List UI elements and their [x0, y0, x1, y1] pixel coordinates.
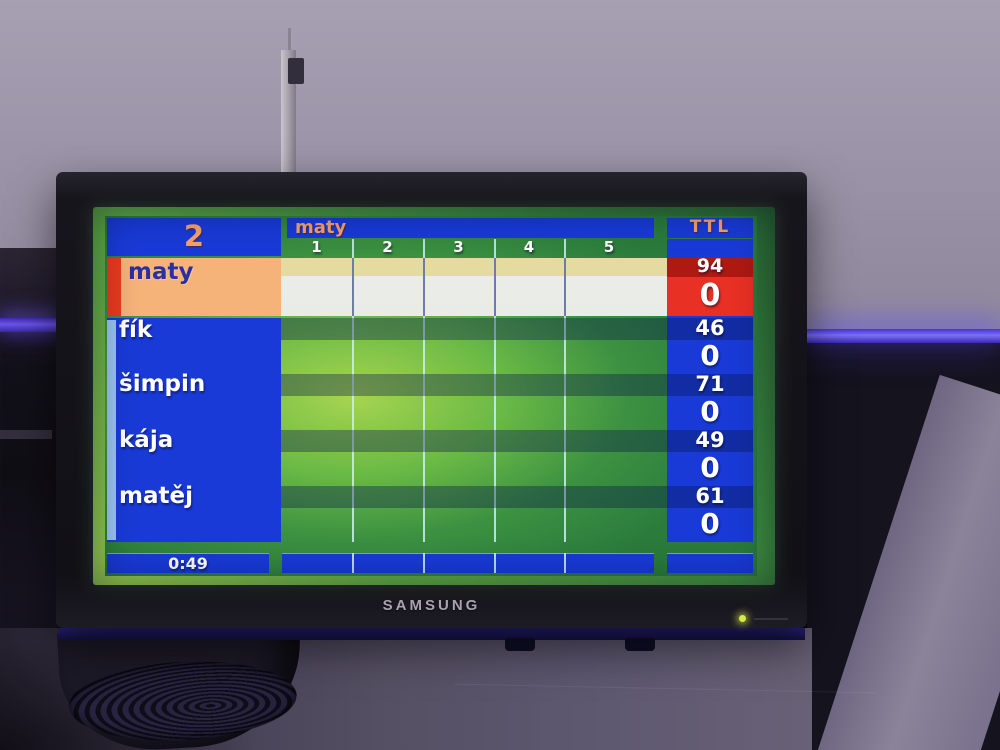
active-frame-cell	[281, 258, 352, 316]
frame-number-4: 4	[523, 238, 535, 256]
frame-number-2: 2	[382, 238, 393, 256]
frame-number-1: 1	[311, 238, 322, 256]
led-strip-right	[807, 329, 1000, 343]
left-shelf-edge	[0, 430, 52, 439]
frame-separator	[564, 553, 566, 573]
row-band	[281, 430, 753, 452]
total-score: 49	[695, 428, 725, 452]
timer-bar-frames	[282, 553, 654, 573]
total-score-maty: 94	[696, 255, 724, 277]
scoreboard: 2 maty TTL 1 2 3 4 5 mat	[105, 216, 757, 576]
waiting-players-stripe	[107, 320, 116, 540]
current-score: 0	[700, 507, 720, 540]
active-frame-cell	[423, 258, 494, 316]
row-band	[281, 318, 753, 340]
timer-bar-ttl	[667, 553, 753, 573]
current-score-maty: 0	[699, 278, 721, 313]
frame-separator	[494, 553, 496, 573]
mount-tab	[505, 638, 535, 651]
mount-bracket	[288, 58, 304, 84]
monitor-bottom-edge	[58, 628, 805, 640]
total-score: 46	[695, 316, 725, 340]
row-band	[281, 486, 753, 508]
active-frame-cell	[494, 258, 564, 316]
frame-separator	[352, 553, 354, 573]
player-name-column	[107, 318, 281, 542]
samsung-logo: SAMSUNG	[382, 597, 481, 614]
player-name: kája	[119, 427, 174, 453]
mount-tab	[625, 638, 655, 651]
row-band	[281, 374, 753, 396]
active-frame-cell	[564, 258, 667, 316]
player-name-active: maty	[121, 258, 281, 316]
active-player-marker	[107, 258, 121, 316]
led-strip-left	[0, 318, 58, 332]
frame-number-3: 3	[453, 238, 464, 256]
active-total-cell	[667, 258, 753, 277]
current-score: 0	[700, 339, 720, 372]
mount-cable	[288, 28, 291, 56]
player-name: matěj	[119, 483, 193, 509]
active-frame-cell	[352, 258, 423, 316]
total-score: 61	[695, 484, 725, 508]
total-score: 71	[695, 372, 725, 396]
tv-monitor: 2 maty TTL 1 2 3 4 5 mat	[56, 172, 807, 628]
player-name: fík	[119, 317, 153, 343]
current-score: 0	[700, 451, 720, 484]
active-player-header: maty	[287, 218, 654, 238]
bezel-buttons	[754, 618, 788, 620]
scoreboard-screen: 2 maty TTL 1 2 3 4 5 mat	[93, 207, 775, 585]
frame-number-5: 5	[603, 238, 615, 256]
game-timer: 0:49	[107, 553, 269, 573]
ttl-header: TTL	[667, 218, 753, 238]
power-led-icon	[739, 615, 746, 622]
current-score: 0	[700, 395, 720, 428]
player-name: šimpin	[119, 371, 206, 397]
frame-separator	[423, 553, 425, 573]
frame-indicator: 2	[107, 218, 281, 256]
active-current-cell	[667, 277, 753, 316]
